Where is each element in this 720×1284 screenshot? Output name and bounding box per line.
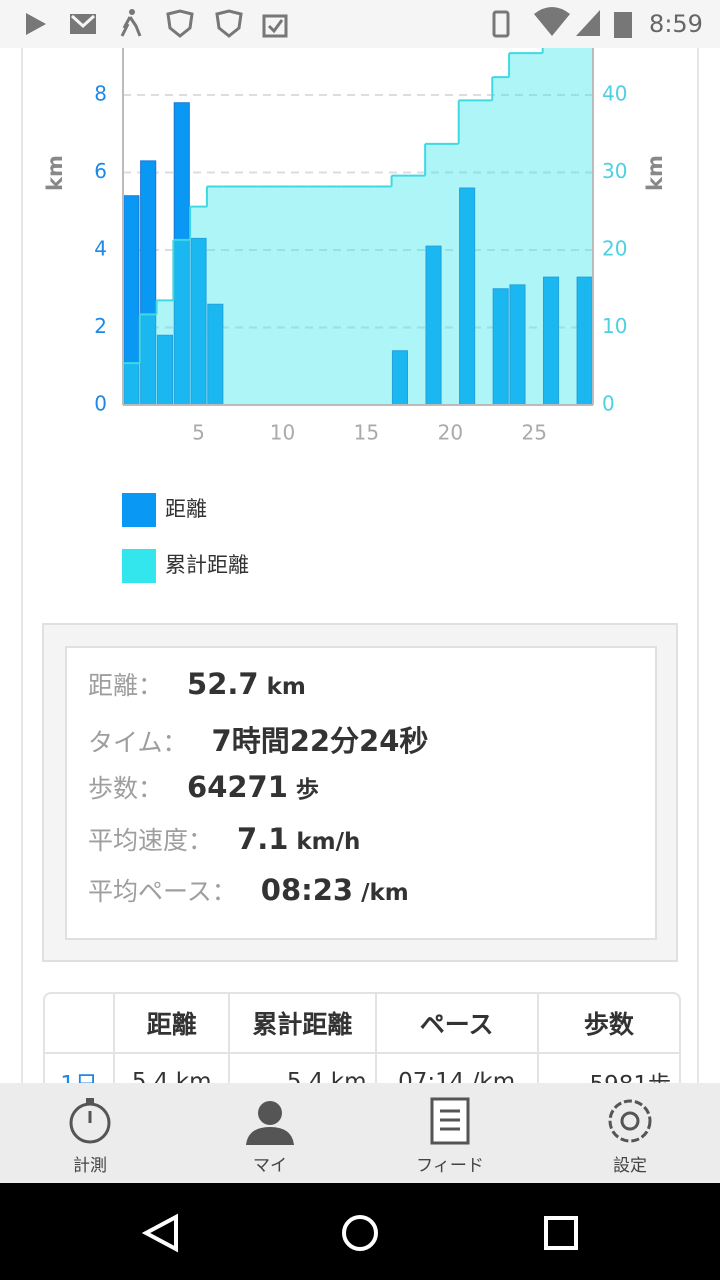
cumulative-area (223, 186, 241, 405)
summary-value: 52.7 (187, 667, 259, 701)
summary-panel (42, 623, 678, 962)
cumulative-area (307, 186, 325, 405)
y2-tick-label: 10 (602, 314, 627, 338)
cumulative-area (206, 186, 224, 405)
summary-unit: km (266, 674, 306, 700)
cumulative-area (391, 175, 409, 405)
summary-row: 平均ペース： 08:23/km (88, 872, 409, 908)
cumulative-area (576, 2, 593, 405)
system-buttons (141, 1213, 578, 1253)
summary-row: タイム： 7時間22分24秒 (88, 718, 428, 760)
legend-label: 距離 (165, 497, 207, 521)
y-tick-label: 2 (94, 314, 107, 338)
legend-swatch (122, 549, 156, 583)
summary-label: 平均速度： (88, 825, 214, 855)
header-cell: 累計距離 (228, 994, 377, 1054)
cumulative-area (290, 186, 308, 405)
x-tick-label: 5 (192, 421, 205, 445)
cumulative-area (441, 143, 459, 405)
summary-value: 08:23 (260, 873, 354, 907)
cumulative-area (492, 77, 510, 406)
y2-tick-label: 40 (602, 82, 627, 106)
cumulative-area (559, 27, 577, 405)
table-header: 距離 累計距離 ペース 歩数 (45, 994, 679, 1054)
home-button[interactable] (342, 1215, 378, 1251)
card-border (21, 0, 23, 1083)
legend-label: 累計距離 (165, 553, 249, 577)
header-cell: 歩数 (536, 994, 679, 1054)
summary-row: 歩数： 64271 歩 (88, 769, 319, 805)
system-nav (0, 1183, 720, 1280)
cumulative-area (509, 53, 526, 406)
cumulative-area (341, 186, 358, 405)
bottom-nav: 計測 マイ フィード 設定 (0, 1083, 720, 1183)
header-cell: ペース (374, 994, 539, 1054)
y-tick-label: 4 (94, 237, 107, 261)
summary-row: 距離： 52.7 km (88, 666, 306, 702)
nav-item[interactable]: 計測 (73, 1156, 107, 1176)
cumulative-area (240, 186, 258, 405)
summary-row: 平均速度： 7.1 km/h (88, 821, 360, 857)
status-time: 8:59 (649, 10, 703, 38)
back-button[interactable] (141, 1213, 178, 1253)
summary-label: 平均ペース： (88, 877, 237, 906)
summary-box (65, 646, 657, 940)
card-border (697, 0, 699, 1083)
cumulative-area (324, 186, 342, 405)
summary-label: 歩数： (88, 774, 164, 803)
cumulative-area (257, 186, 275, 405)
y-tick-label: 8 (94, 82, 107, 106)
summary-value: 7.1 (237, 821, 289, 856)
header-cell: 距離 (113, 994, 231, 1054)
nav-item[interactable]: マイ (253, 1156, 287, 1176)
summary-label: 距離： (88, 671, 164, 700)
legend-swatch (122, 493, 156, 527)
cumulative-area (542, 27, 560, 405)
cumulative-area (156, 300, 174, 405)
y-tick-label: 6 (94, 159, 107, 183)
chart: km km 0246810120102030405060510152025距離累… (43, 0, 667, 583)
nav-icons (69, 1097, 652, 1145)
summary-value: 64271 (187, 770, 288, 804)
y2-tick-label: 20 (602, 237, 627, 261)
x-tick-label: 10 (270, 421, 295, 445)
y2-tick-label: 0 (602, 392, 615, 416)
y2-axis-label: km (643, 155, 667, 191)
status-bar: 8:59 (0, 0, 720, 48)
cumulative-area (425, 143, 442, 405)
cumulative-area (139, 314, 157, 405)
nav-item[interactable]: フィード (416, 1156, 484, 1176)
cumulative-area (123, 363, 140, 405)
summary-unit: /km (361, 880, 409, 906)
nav-item[interactable]: 設定 (613, 1156, 647, 1176)
summary-label: タイム： (88, 727, 188, 757)
y2-tick-label: 30 (602, 159, 627, 183)
summary-unit: 歩 (295, 777, 319, 803)
x-tick-label: 15 (354, 421, 379, 445)
header-cell (45, 994, 116, 1054)
cumulative-area (274, 186, 291, 405)
cumulative-area (408, 175, 426, 405)
x-tick-label: 25 (522, 421, 547, 445)
summary-unit: km/h (296, 828, 361, 855)
status-icons: 8:59 (26, 7, 703, 38)
cumulative-area (173, 239, 191, 405)
y-axis-label: km (43, 155, 67, 191)
cumulative-area (458, 100, 476, 406)
cumulative-area (190, 206, 207, 405)
cumulative-area (525, 53, 543, 406)
y-tick-label: 0 (94, 392, 107, 416)
cumulative-area (374, 186, 392, 405)
cumulative-area (475, 100, 493, 406)
recents-button[interactable] (544, 1216, 578, 1250)
x-tick-label: 20 (438, 421, 463, 445)
cumulative-area (358, 186, 375, 405)
summary-value: 7時間22分24秒 (211, 723, 429, 758)
